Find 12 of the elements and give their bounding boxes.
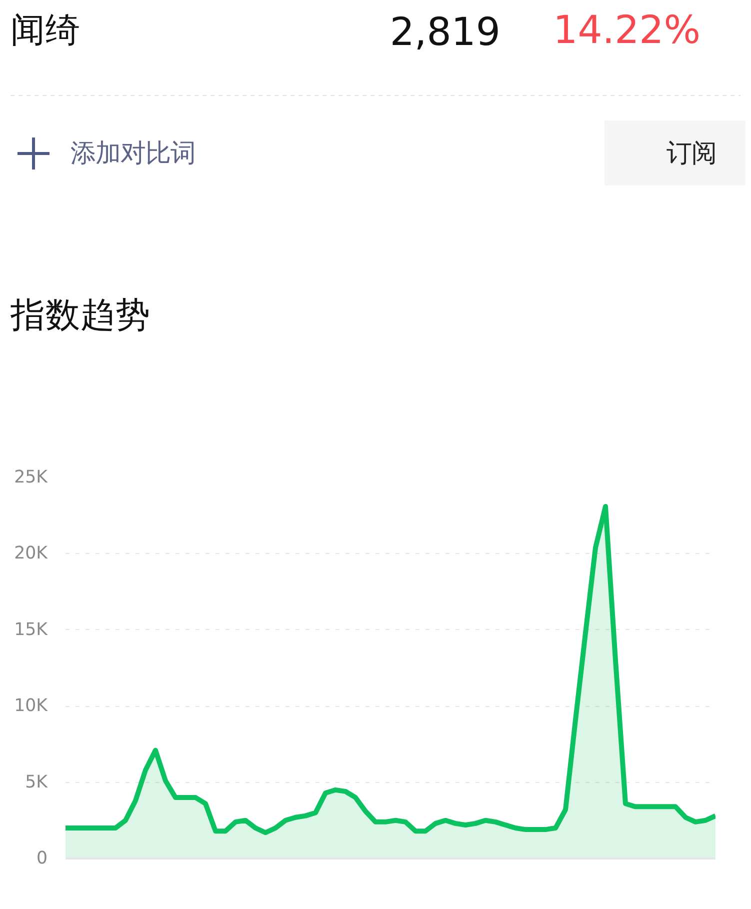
y-tick-label: 10K xyxy=(14,696,48,716)
y-tick-label: 25K xyxy=(14,468,48,488)
text: 14.22% xyxy=(553,8,701,53)
text: 添加对比词 xyxy=(70,138,196,168)
y-tick-label: 0 xyxy=(36,848,48,868)
chart-title: 指数趋势 xyxy=(10,296,150,336)
y-tick-label: 20K xyxy=(14,544,48,564)
text: 订阅 xyxy=(666,138,716,168)
y-tick-label: 5K xyxy=(25,772,48,792)
text: 2,819 xyxy=(390,10,501,55)
y-tick-label: 15K xyxy=(14,620,48,640)
text: 闻绮 xyxy=(10,10,80,50)
